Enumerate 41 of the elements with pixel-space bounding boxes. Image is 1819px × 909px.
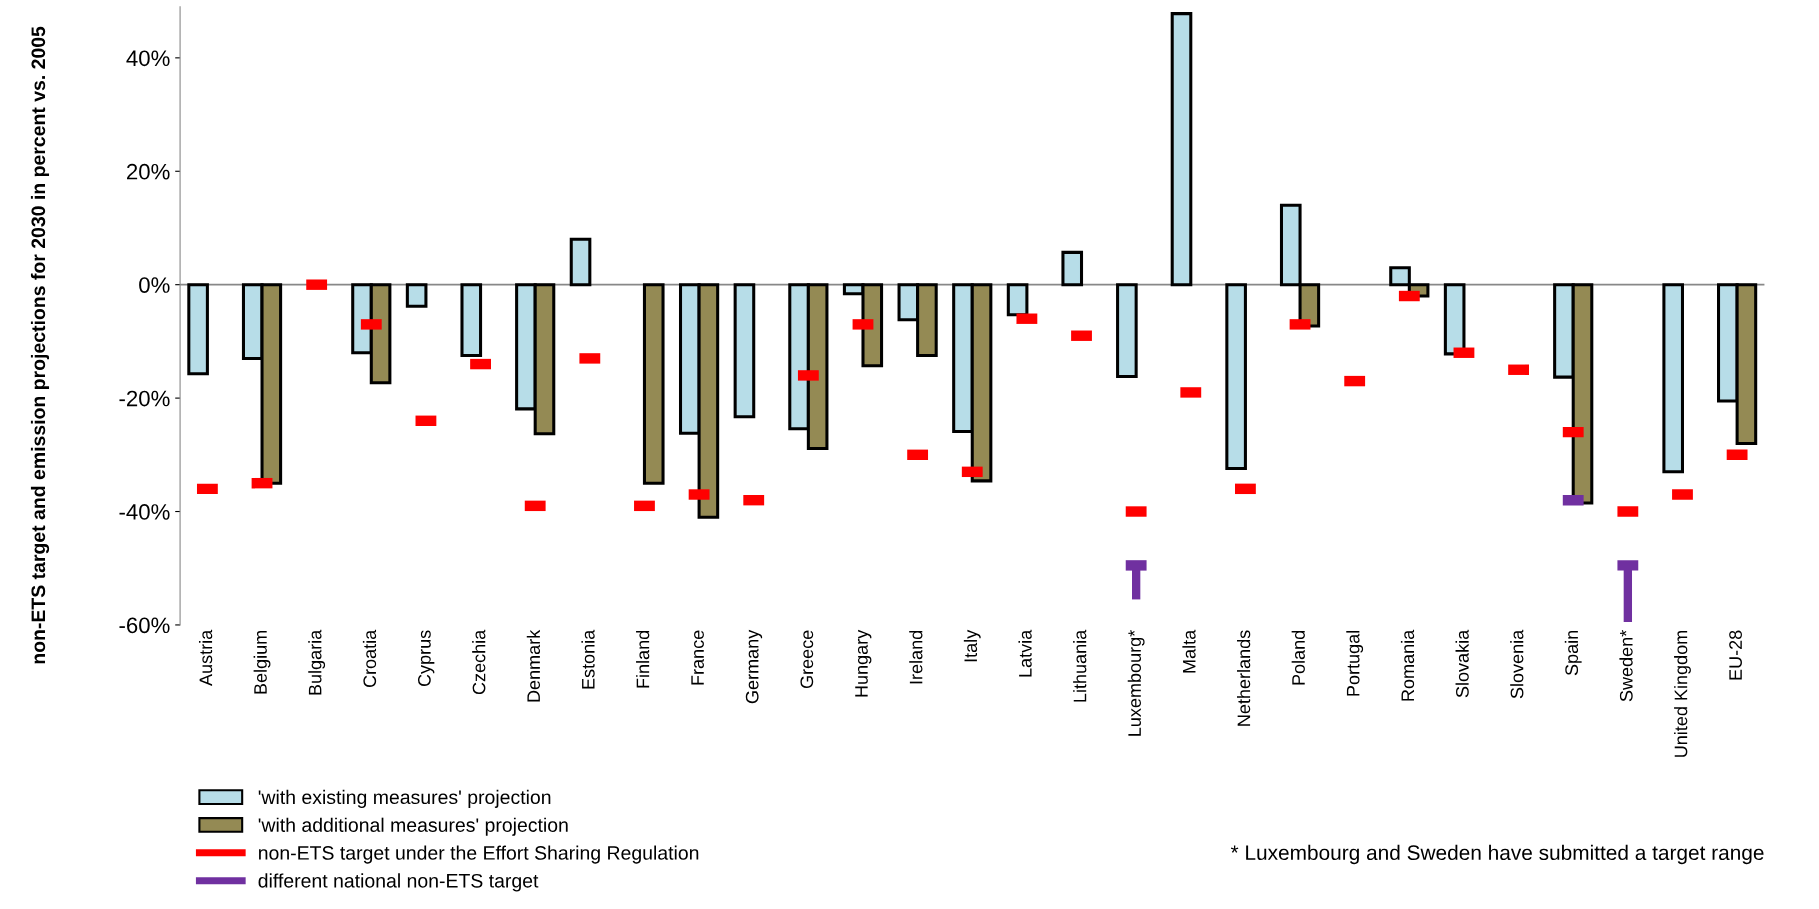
x-tick-label: Austria: [198, 629, 213, 686]
x-tick-label: France: [691, 630, 704, 685]
x-tick-label: Spain: [1564, 630, 1582, 676]
x-tick-label: Estonia: [581, 629, 595, 689]
x-tick-label: Greece: [800, 630, 814, 689]
y-tick-label: -60%: [119, 617, 170, 634]
x-tick-label: Croatia: [362, 629, 377, 688]
legend-label: 'with additional measures' projection: [258, 817, 568, 836]
x-tick-label: United Kingdom: [1674, 630, 1691, 757]
x-tick-label: Latvia: [1018, 629, 1032, 677]
x-tick-label: Denmark: [526, 629, 541, 702]
x-tick-label: Portugal: [1346, 631, 1364, 696]
legend-label: non-ETS target under the Effort Sharing Regulation: [259, 845, 699, 864]
legend-label: 'with existing measures' projection: [258, 789, 551, 808]
x-tick-label: Poland: [1291, 630, 1305, 685]
y-axis-title: non-ETS target and emission projections for 2030 in percent vs. 2005: [30, 26, 50, 664]
x-tick-label: Belgium: [253, 630, 271, 694]
x-tick-label: Sweden*: [1619, 630, 1633, 702]
x-tick-label: Finland: [636, 630, 650, 688]
legend-label: different national non-ETS target: [258, 873, 539, 892]
y-tick-label: -40%: [119, 504, 170, 520]
x-tick-label: Cyprus: [417, 630, 435, 687]
x-tick-label: EU-28: [1729, 630, 1742, 680]
x-tick-label: Germany: [745, 629, 763, 704]
x-tick-label: Bulgaria: [308, 629, 326, 695]
y-tick-label: 0%: [139, 277, 170, 293]
text: * Luxembourg and Sweden have submitted a target range: [1230, 844, 1764, 865]
y-tick-label: -20%: [119, 390, 170, 407]
x-tick-label: Czechia: [472, 629, 486, 695]
x-tick-label: Romania: [1400, 629, 1415, 701]
x-tick-label: Lithuania: [1073, 629, 1087, 702]
y-tick-label: 20%: [127, 163, 170, 180]
y-tick-label: 40%: [126, 50, 170, 67]
x-tick-label: Ireland: [909, 630, 923, 684]
x-tick-label: Italy: [963, 629, 981, 662]
x-tick-label: Luxembourg*: [1127, 630, 1145, 736]
x-tick-label: Slovakia: [1455, 629, 1469, 698]
x-tick-label: Netherlands: [1237, 630, 1251, 726]
x-tick-label: Slovenia: [1510, 629, 1524, 699]
x-tick-label: Hungary: [855, 629, 872, 697]
x-tick-label: Malta: [1182, 629, 1196, 673]
